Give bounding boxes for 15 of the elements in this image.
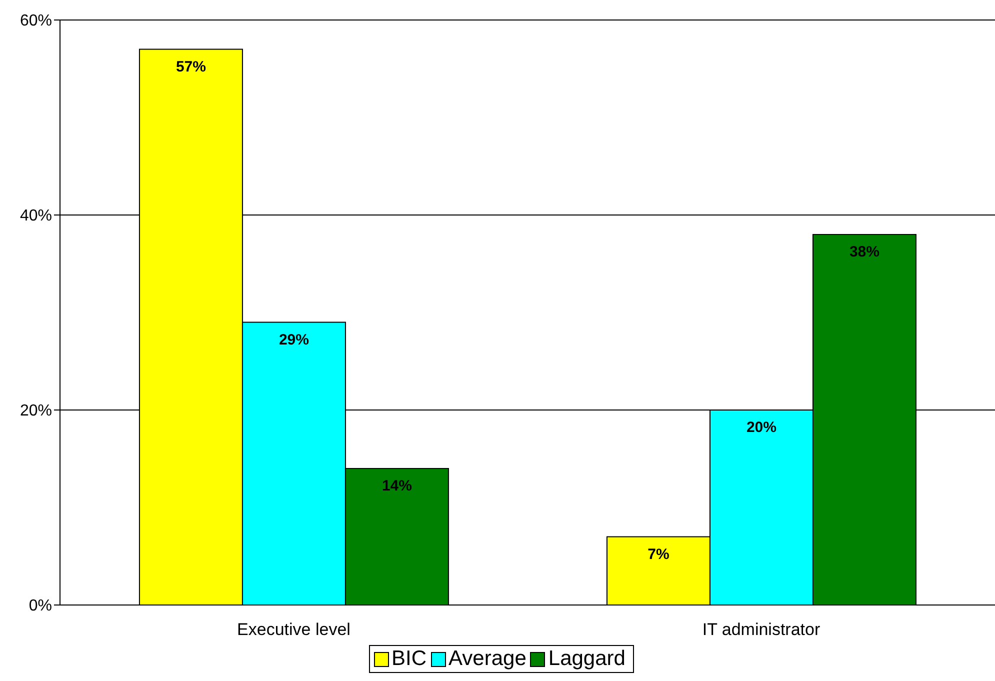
x-tick-label: Executive level [237, 620, 350, 640]
y-tick-label: 40% [20, 208, 52, 225]
data-label: 7% [648, 546, 670, 563]
data-label: 20% [746, 419, 776, 436]
data-label: 14% [382, 478, 412, 494]
y-tick-label: 20% [20, 402, 52, 420]
legend-label: Laggard [547, 647, 626, 671]
x-tick-label: IT administrator [702, 620, 820, 640]
y-tick-label: 0% [28, 598, 52, 615]
legend-label: BIC [390, 647, 427, 671]
data-label: 29% [278, 331, 309, 348]
data-label: 57% [176, 58, 206, 76]
data-label: 38% [849, 244, 880, 260]
legend-label: Average [448, 647, 526, 671]
y-tick-label: 60% [20, 12, 52, 30]
